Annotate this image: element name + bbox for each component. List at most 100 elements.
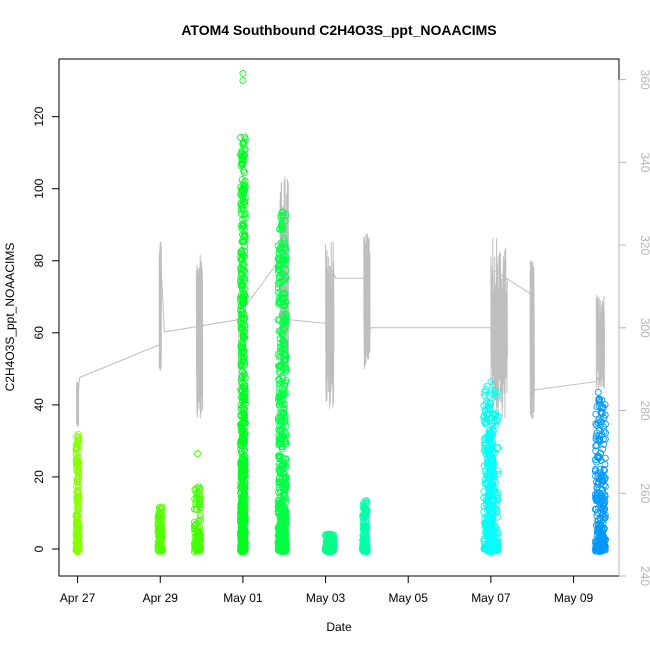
data-point (597, 540, 604, 548)
data-point (593, 429, 601, 437)
data-point (75, 526, 83, 534)
data-point (276, 397, 284, 405)
data-point (601, 514, 609, 522)
data-point (241, 542, 249, 550)
data-point (241, 231, 249, 239)
data-point (240, 222, 248, 230)
data-point (154, 514, 162, 522)
x-axis-label: Date (326, 620, 352, 634)
data-point (238, 469, 246, 477)
data-point (237, 420, 244, 428)
data-point (157, 536, 165, 544)
point-cluster-2 (190, 450, 205, 556)
data-point (239, 508, 247, 516)
data-point (494, 444, 502, 451)
data-point (601, 497, 609, 505)
altitude-burst-6 (490, 238, 508, 419)
data-point (486, 438, 494, 446)
data-point (489, 425, 497, 433)
data-point (241, 327, 249, 335)
y-tick-label: 40 (32, 398, 46, 412)
data-point (600, 440, 608, 448)
data-point (74, 512, 82, 520)
data-point (276, 422, 284, 430)
data-point (238, 159, 246, 167)
data-point (155, 504, 163, 512)
data-point (486, 544, 494, 552)
data-point (596, 396, 604, 404)
data-point (238, 427, 246, 435)
data-point (276, 326, 284, 334)
data-point (238, 448, 246, 456)
data-point (276, 518, 284, 526)
y2-tick-label: 320 (638, 235, 650, 255)
data-point (196, 491, 204, 499)
x-tick-label: Apr 27 (60, 591, 96, 605)
data-point (324, 546, 332, 554)
data-point (158, 545, 166, 553)
data-point (322, 547, 330, 555)
data-point (275, 368, 283, 376)
data-point (75, 493, 83, 501)
data-point (238, 361, 245, 369)
data-point (237, 521, 245, 529)
data-point (493, 513, 501, 521)
data-point (281, 365, 289, 373)
data-point (592, 420, 600, 428)
data-point (594, 495, 602, 503)
outlier-point (239, 77, 247, 85)
data-point (190, 522, 198, 530)
data-point (281, 383, 289, 390)
data-point (278, 219, 286, 227)
data-point (278, 285, 286, 293)
data-point (73, 548, 81, 556)
data-point (241, 268, 249, 276)
data-point (241, 418, 249, 426)
y-axis: 0 20 40 60 80 100 120 (32, 106, 60, 552)
data-point (241, 334, 249, 342)
data-point (278, 260, 286, 268)
data-point (279, 223, 287, 231)
data-point (240, 183, 248, 191)
data-point (601, 461, 609, 468)
data-point (238, 282, 246, 290)
data-point (592, 466, 599, 473)
data-point (237, 387, 245, 395)
chart-title: ATOM4 Southbound C2H4O3S_ppt_NOAACIMS (181, 22, 496, 38)
data-point (282, 352, 290, 360)
data-point (282, 253, 290, 260)
data-point (323, 540, 331, 548)
data-point (361, 543, 369, 551)
data-point (599, 445, 607, 453)
point-cluster-5 (321, 530, 338, 556)
data-point (602, 429, 609, 437)
data-point (486, 514, 494, 522)
data-point (276, 244, 284, 252)
data-point (239, 215, 247, 223)
data-point (492, 421, 500, 429)
data-point (363, 523, 371, 530)
y-tick-label: 80 (32, 254, 46, 268)
data-point (599, 486, 607, 494)
x-axis: Apr 27 Apr 29 May 01 May 03 May 05 May 07 May … (60, 575, 594, 605)
altitude-burst-0 (76, 381, 80, 427)
data-point (241, 456, 249, 463)
data-point (488, 471, 496, 478)
data-point (277, 469, 285, 477)
data-point (493, 417, 501, 425)
data-point (359, 536, 367, 544)
data-point (594, 388, 602, 396)
data-point (237, 278, 244, 286)
y2-tick-label: 360 (638, 70, 650, 90)
data-point (275, 526, 283, 534)
outlier-point (239, 69, 247, 77)
data-point (237, 533, 245, 541)
data-point (75, 496, 83, 504)
altitude-series (76, 176, 605, 428)
data-point (361, 497, 369, 505)
data-point (483, 382, 491, 390)
data-point (275, 274, 283, 282)
y2-tick-label: 300 (638, 318, 650, 338)
x-tick-label: May 05 (389, 591, 429, 605)
